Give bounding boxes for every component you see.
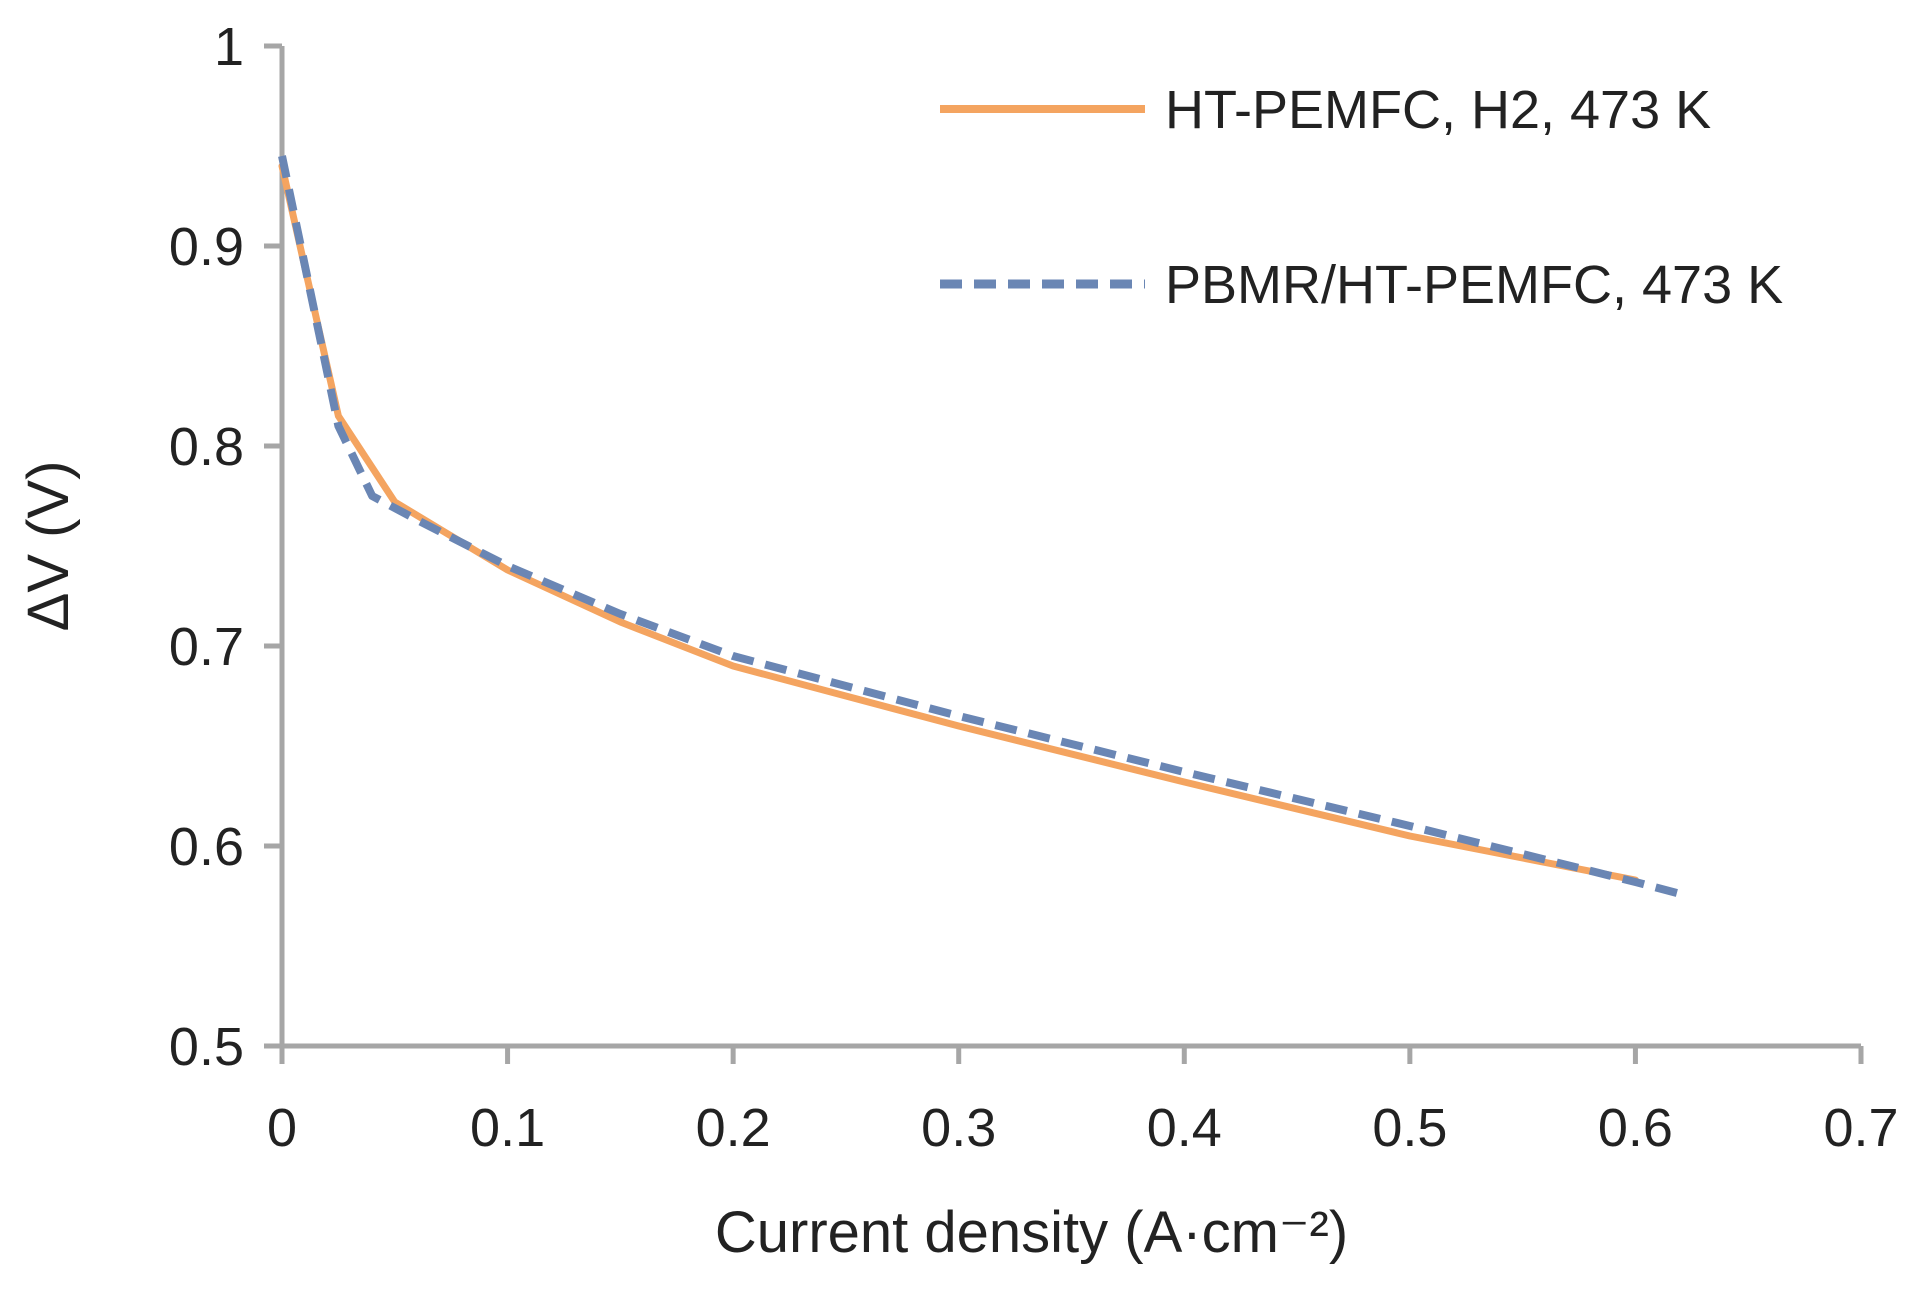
y-tick-label: 0.8 — [169, 417, 244, 477]
x-ticks: 0 0.1 0.2 0.3 0.4 0.5 0.6 0.7 — [267, 1046, 1899, 1158]
y-axis-title: ΔV (V) — [16, 461, 81, 632]
legend: HT-PEMFC, H2, 473 K PBMR/HT-PEMFC, 473 K — [940, 80, 1783, 315]
y-tick-label: 0.7 — [169, 617, 244, 677]
x-tick-label: 0.7 — [1823, 1098, 1898, 1158]
x-tick-label: 0 — [267, 1098, 297, 1158]
x-tick-label: 0.4 — [1147, 1098, 1222, 1158]
legend-label-1: HT-PEMFC, H2, 473 K — [1165, 80, 1711, 140]
series-layer — [278, 155, 1682, 898]
x-tick-label: 0.5 — [1372, 1098, 1447, 1158]
x-axis-title: Current density (A·cm⁻²) — [715, 1200, 1348, 1265]
y-tick-label: 0.9 — [169, 217, 244, 277]
y-tick-label: 1 — [214, 17, 244, 77]
series-line-1 — [278, 162, 1639, 884]
y-tick-label: 0.5 — [169, 1017, 244, 1077]
x-tick-label: 0.1 — [470, 1098, 545, 1158]
x-tick-label: 0.6 — [1598, 1098, 1673, 1158]
y-tick-label: 0.6 — [169, 817, 244, 877]
x-tick-label: 0.3 — [921, 1098, 996, 1158]
legend-label-2: PBMR/HT-PEMFC, 473 K — [1165, 255, 1783, 315]
x-tick-label: 0.2 — [696, 1098, 771, 1158]
y-ticks: 0.5 0.6 0.7 0.8 0.9 1 — [169, 17, 282, 1077]
series-line-2 — [278, 155, 1682, 898]
axes: 0.5 0.6 0.7 0.8 0.9 1 0 0.1 0.2 0.3 0.4 0.5 0.6 0.7 — [169, 17, 1899, 1158]
